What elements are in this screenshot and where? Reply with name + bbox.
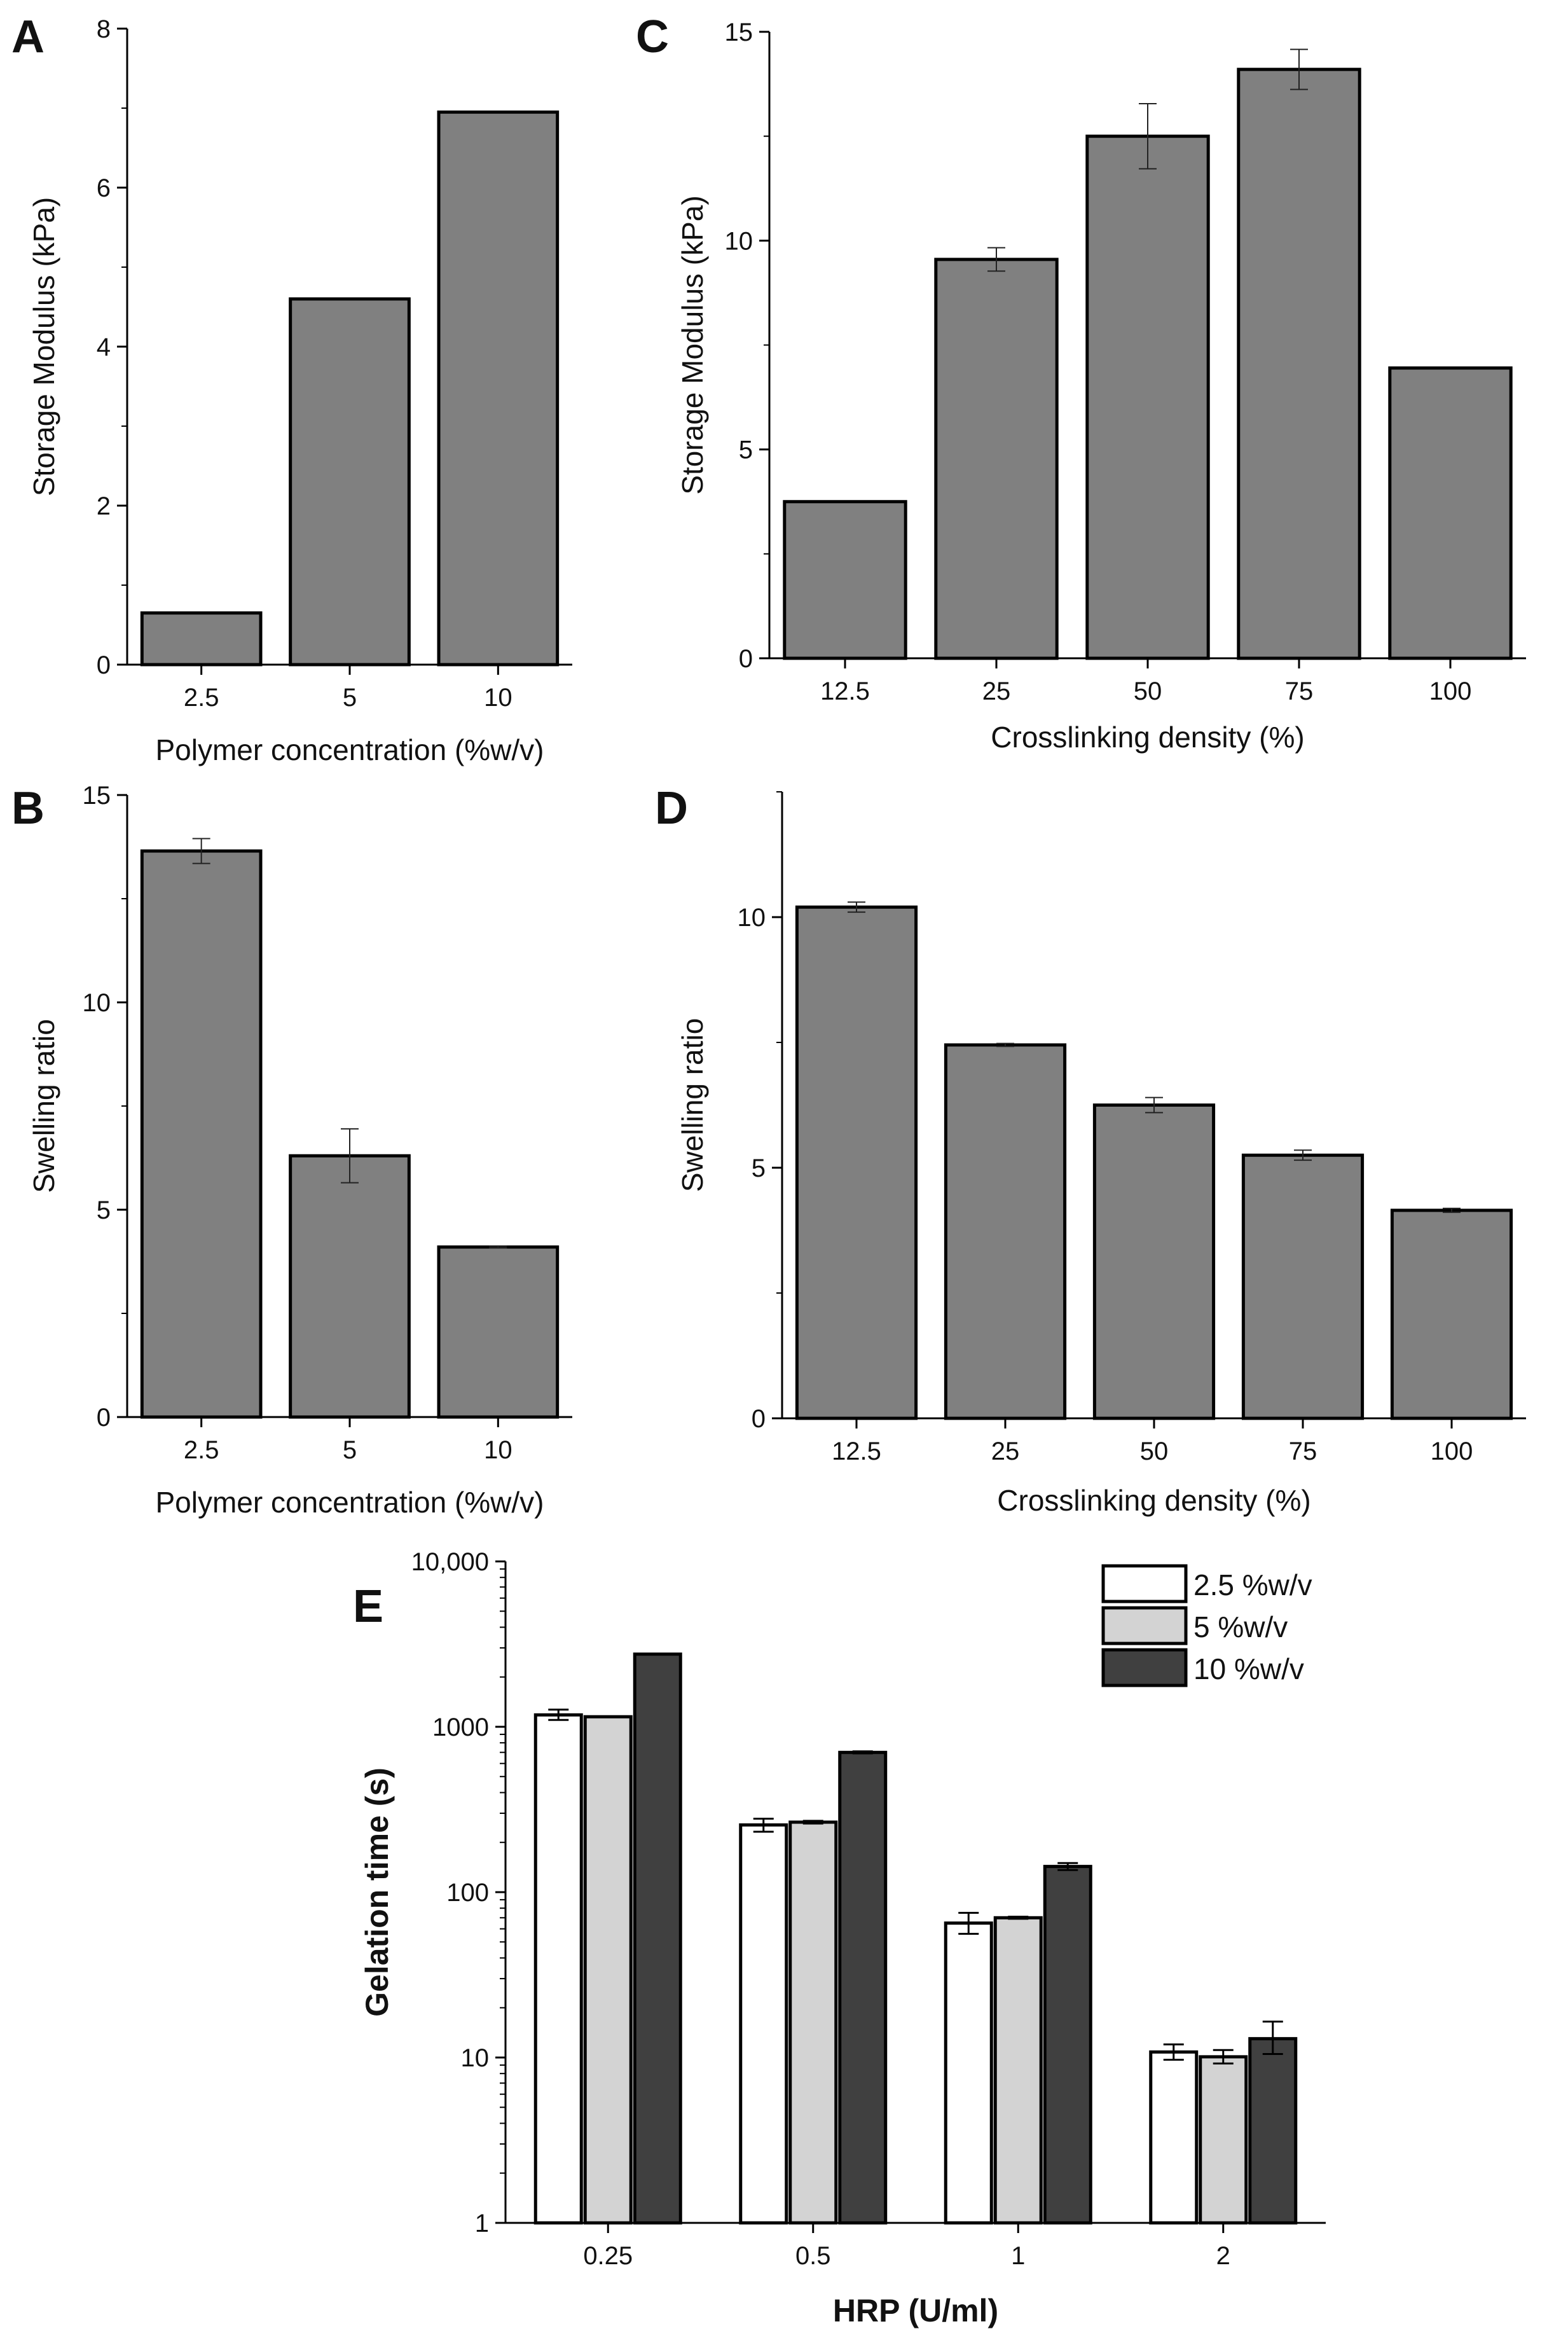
x-tick-label: 2 xyxy=(1216,2242,1230,2270)
bar-2-series-2 xyxy=(1199,2055,1248,2225)
y-tick-label: 6 xyxy=(97,174,111,202)
y-tick-label: 2 xyxy=(97,492,111,520)
bar-10 xyxy=(437,110,560,667)
x-tick-label: 5 xyxy=(343,684,357,712)
legend-swatch-2 xyxy=(1101,1606,1188,1645)
x-tick-label: 12.5 xyxy=(820,677,870,705)
y-tick-label: 1 xyxy=(475,2210,489,2238)
y-axis-title: Storage Modulus (kPa) xyxy=(676,195,709,494)
bar-10 xyxy=(437,1245,560,1419)
panel-e: E 1 10 100 1000 10,000 0.25 0.5 1 2 2.5 %w/v 5 %w/v… xyxy=(353,1548,1326,2328)
bar-0.5-series-1 xyxy=(739,1823,788,2225)
y-tick-label: 5 xyxy=(97,1196,111,1224)
y-tick-label: 15 xyxy=(83,782,111,810)
panel-letter-c: C xyxy=(636,11,669,62)
panel-a: A 0 2 4 6 8 2.5 5 10 Polymer concentration (%w/v)… xyxy=(11,11,572,766)
bar-50 xyxy=(1085,134,1210,660)
bar-0.5-series-2 xyxy=(788,1820,838,2225)
legend-swatch-3 xyxy=(1101,1648,1188,1687)
panel-letter-b: B xyxy=(11,783,45,834)
bar-25 xyxy=(944,1043,1067,1420)
y-tick-label: 0 xyxy=(97,651,111,679)
bar-2-series-1 xyxy=(1149,2050,1199,2225)
bar-100 xyxy=(1390,1208,1513,1420)
x-tick-label: 2.5 xyxy=(184,684,219,712)
y-tick-label: 10 xyxy=(83,989,111,1017)
x-tick-label: 2.5 xyxy=(184,1436,219,1464)
y-tick-label: 8 xyxy=(97,15,111,43)
bar-12.5 xyxy=(783,500,907,660)
panel-letter-e: E xyxy=(353,1581,383,1632)
y-tick-label: 5 xyxy=(739,436,753,464)
x-tick-label: 0.25 xyxy=(583,2242,633,2270)
y-tick-label: 10,000 xyxy=(411,1548,489,1576)
x-tick-label: 0.5 xyxy=(795,2242,831,2270)
y-tick-label: 10 xyxy=(461,2044,490,2072)
y-axis-title: Storage Modulus (kPa) xyxy=(27,197,60,496)
x-tick-label: 5 xyxy=(343,1436,357,1464)
bar-0.5-series-3 xyxy=(838,1750,888,2225)
y-axis-title: Swelling ratio xyxy=(27,1019,60,1193)
bar-1-series-2 xyxy=(993,1916,1043,2225)
bar-2.5 xyxy=(140,849,263,1419)
y-tick-label: 4 xyxy=(97,333,111,361)
legend-label-1: 2.5 %w/v xyxy=(1193,1568,1312,1601)
x-axis-title: Polymer concentration (%w/v) xyxy=(156,1486,544,1519)
x-axis-title: Polymer concentration (%w/v) xyxy=(156,733,544,766)
legend-label-3: 10 %w/v xyxy=(1193,1652,1304,1685)
x-tick-label: 12.5 xyxy=(832,1437,881,1465)
bar-0.25-series-2 xyxy=(583,1715,633,2225)
bar-0.25-series-3 xyxy=(633,1652,682,2225)
bar-2-series-3 xyxy=(1248,2037,1298,2225)
x-tick-label: 100 xyxy=(1431,1437,1473,1465)
panel-c: C 0 5 10 15 12.5 25 50 75 100 Crosslinking density… xyxy=(636,11,1526,754)
bar-25 xyxy=(934,258,1059,660)
x-tick-label: 1 xyxy=(1011,2242,1025,2270)
panel-b: B 0 5 10 15 2.5 5 10 Polymer concentration (%w/v… xyxy=(11,782,572,1519)
panel-d: D 0 5 10 12.5 25 50 75 100 Crosslinking density (… xyxy=(655,783,1526,1517)
y-tick-label: 10 xyxy=(738,904,766,932)
x-tick-label: 50 xyxy=(1140,1437,1169,1465)
y-tick-label: 5 xyxy=(752,1154,766,1182)
y-tick-label: 0 xyxy=(739,645,753,673)
bar-75 xyxy=(1237,67,1361,660)
bar-12.5 xyxy=(795,905,918,1420)
bar-0.25-series-1 xyxy=(533,1713,583,2225)
bar-2.5 xyxy=(140,611,263,667)
x-axis-title: Crosslinking density (%) xyxy=(991,721,1304,754)
y-tick-label: 0 xyxy=(752,1405,766,1433)
legend-swatch-1 xyxy=(1101,1564,1188,1603)
bar-50 xyxy=(1092,1103,1216,1420)
x-tick-label: 25 xyxy=(982,677,1011,705)
x-tick-label: 100 xyxy=(1429,677,1472,705)
y-tick-label: 0 xyxy=(97,1404,111,1432)
bar-5 xyxy=(289,297,411,667)
x-tick-label: 50 xyxy=(1134,677,1162,705)
x-tick-label: 75 xyxy=(1289,1437,1317,1465)
panel-letter-d: D xyxy=(655,783,688,834)
legend-label-2: 5 %w/v xyxy=(1193,1610,1288,1643)
x-tick-label: 25 xyxy=(991,1437,1020,1465)
x-tick-label: 75 xyxy=(1285,677,1314,705)
y-tick-label: 1000 xyxy=(432,1713,489,1741)
y-axis-title: Swelling ratio xyxy=(676,1018,709,1193)
x-axis-title: Crosslinking density (%) xyxy=(997,1484,1310,1517)
x-axis-title: HRP (U/ml) xyxy=(833,2293,998,2328)
x-tick-label: 10 xyxy=(484,684,512,712)
panel-letter-a: A xyxy=(11,11,45,62)
x-tick-label: 10 xyxy=(484,1436,512,1464)
bar-1-series-1 xyxy=(944,1921,993,2225)
bar-1-series-3 xyxy=(1043,1865,1092,2225)
bar-5 xyxy=(289,1154,411,1419)
y-axis-title: Gelation time (s) xyxy=(359,1767,395,2017)
y-tick-label: 100 xyxy=(446,1879,489,1907)
y-tick-label: 10 xyxy=(725,227,753,255)
bar-100 xyxy=(1388,366,1513,660)
bar-75 xyxy=(1241,1153,1365,1420)
y-tick-label: 15 xyxy=(725,18,753,46)
